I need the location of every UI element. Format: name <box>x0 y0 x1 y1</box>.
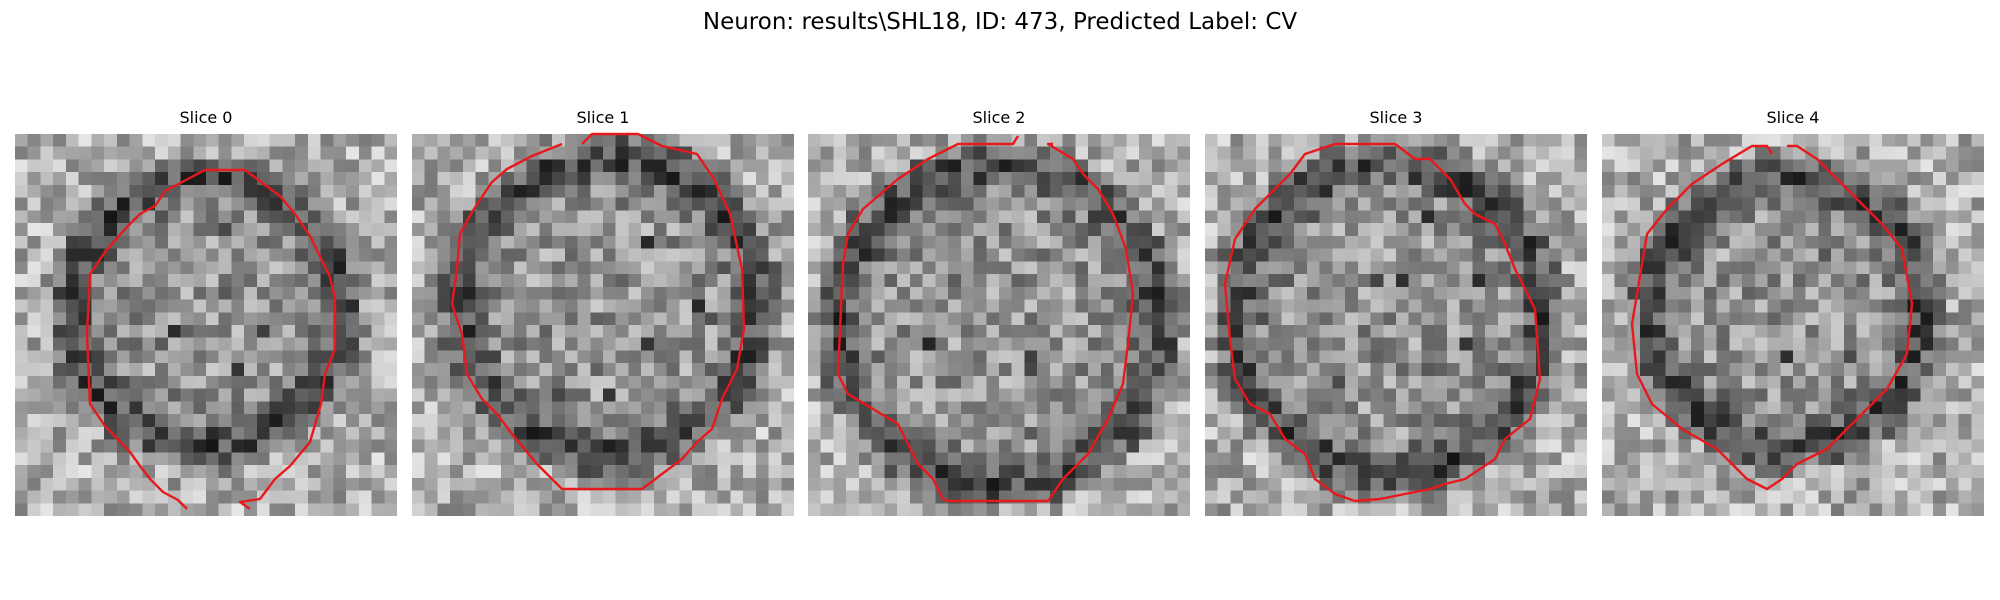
figure-title: Neuron: results\SHL18, ID: 473, Predicte… <box>702 9 1298 35</box>
roi-contour-0 <box>85 168 337 510</box>
contour-overlay-4 <box>1630 144 1914 491</box>
contour-overlay-2 <box>836 135 1135 503</box>
slice-image-3 <box>1205 134 1587 516</box>
contour-overlay-3 <box>1223 142 1542 503</box>
roi-contour-4 <box>1630 144 1914 491</box>
slice-panel-4: Slice 4 <box>1602 108 1984 516</box>
slice-title-1: Slice 1 <box>576 108 630 127</box>
slice-title-0: Slice 0 <box>179 108 233 127</box>
slice-image-2 <box>808 134 1190 516</box>
roi-contour-2 <box>836 135 1135 503</box>
roi-contour-3 <box>1223 142 1542 503</box>
contour-overlay-0 <box>85 168 337 510</box>
slice-title-4: Slice 4 <box>1766 108 1820 127</box>
slice-panel-0: Slice 0 <box>15 108 397 516</box>
slice-panel-1: Slice 1 <box>412 108 794 516</box>
slice-panel-2: Slice 2 <box>808 108 1190 516</box>
contour-overlay-1 <box>450 132 746 491</box>
roi-contour-1 <box>450 132 746 491</box>
slice-panel-3: Slice 3 <box>1205 108 1587 516</box>
slice-image-0 <box>15 134 397 516</box>
slice-image-1 <box>412 134 794 516</box>
slice-image-4 <box>1602 134 1984 516</box>
slice-title-3: Slice 3 <box>1369 108 1423 127</box>
slice-title-2: Slice 2 <box>972 108 1026 127</box>
